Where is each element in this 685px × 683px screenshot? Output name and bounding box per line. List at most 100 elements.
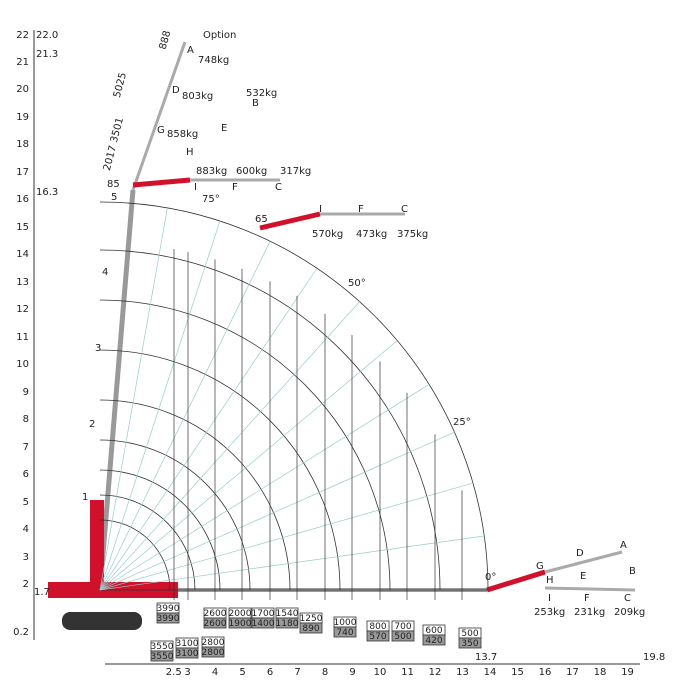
load-top: 2000 [229, 609, 252, 619]
load-box-bottom [251, 617, 275, 629]
diagram-label: 570kg [312, 229, 343, 240]
diagram-label: 803kg [182, 91, 213, 102]
y-label: 2 [23, 579, 29, 590]
load-bottom: 1180 [276, 619, 299, 629]
load-box-bottom [228, 617, 252, 629]
radial-line [99, 482, 474, 591]
diagram-label: B [629, 566, 636, 577]
diagram-label: D [172, 85, 180, 96]
diagram-label: 231kg [574, 607, 605, 618]
diagram-label: 888 [158, 29, 174, 50]
diagram-label: E [580, 571, 586, 582]
y-label: 21 [16, 57, 29, 68]
diagram-label: F [232, 182, 238, 193]
diagram-label: E [221, 123, 227, 134]
diagram-label: 0° [485, 572, 496, 583]
y-label: 18 [16, 139, 29, 150]
radial-line [99, 301, 360, 591]
load-top: 500 [461, 629, 478, 639]
x-label: 18 [594, 667, 607, 678]
range-arc [99, 439, 251, 591]
diagram-label: C [401, 204, 408, 215]
radial-line [99, 384, 430, 591]
y-label: 16 [16, 194, 29, 205]
x-label: 6 [267, 667, 273, 678]
y-label: 14 [16, 249, 29, 260]
x-label: 8 [322, 667, 328, 678]
load-box-bottom [275, 617, 299, 629]
y-label: 3 [23, 552, 29, 563]
y-label: 13 [16, 277, 29, 288]
load-top: 1250 [300, 614, 323, 624]
range-arc [99, 201, 489, 591]
diagram-label: 50° [348, 278, 366, 289]
y-label: 10 [16, 359, 29, 370]
load-top: 3990 [157, 604, 180, 614]
jib-65 [259, 211, 321, 231]
x-label: 11 [401, 667, 414, 678]
load-box-bottom [333, 626, 357, 638]
diagram-label: G [536, 561, 544, 572]
load-top: 2600 [204, 609, 227, 619]
diagram-label: A [187, 45, 194, 56]
diagram-label: A [620, 540, 627, 551]
working-range [99, 201, 489, 600]
load-bottom: 3100 [176, 649, 199, 659]
load-box-bottom [156, 612, 180, 624]
crane-mast [90, 500, 104, 585]
load-bottom: 570 [369, 632, 386, 642]
range-arc [99, 469, 221, 591]
diagram-label: 1 [82, 492, 88, 503]
height-label: 1.7 [34, 587, 50, 598]
x-label: 12 [429, 667, 442, 678]
y-label: 0.2 [13, 627, 29, 638]
x-label: 4 [212, 667, 218, 678]
load-box-bottom [175, 647, 199, 659]
x-label: 15 [511, 667, 524, 678]
diagram-label: 317kg [280, 166, 311, 177]
diagram-label: H [186, 147, 194, 158]
diagram-label: 3501 [109, 116, 126, 143]
diagram-label: D [576, 548, 584, 559]
diagram-label: C [275, 182, 282, 193]
y-label: 8 [23, 414, 29, 425]
load-box-bottom [422, 634, 446, 646]
diagram-label: 600kg [236, 166, 267, 177]
range-arc [99, 494, 196, 591]
diagram-label: F [584, 593, 590, 604]
load-bottom: 420 [425, 636, 442, 646]
x-label: 5 [239, 667, 245, 678]
diagram-label: 858kg [167, 129, 198, 140]
range-arc [99, 299, 391, 591]
diagram-label: H [546, 575, 554, 586]
load-bottom: 740 [336, 628, 353, 638]
diagram-label: 75° [202, 194, 220, 205]
height-label: 21.3 [36, 49, 58, 60]
diagram-label: 473kg [356, 229, 387, 240]
height-label: 16.3 [36, 187, 58, 198]
radial-line [99, 268, 318, 591]
diagram-label: 748kg [198, 55, 229, 66]
load-top: 3550 [151, 642, 174, 652]
load-bottom: 1900 [229, 619, 252, 629]
y-label: 9 [23, 387, 29, 398]
y-label: 22 [16, 30, 29, 41]
load-bottom: 2800 [202, 648, 225, 658]
jib-0 [486, 569, 546, 593]
diagram-label: I [319, 204, 322, 215]
jib [131, 41, 187, 191]
diagram-label: 253kg [534, 607, 565, 618]
y-label: 20 [16, 84, 29, 95]
y-label: 6 [23, 469, 29, 480]
jib-0-ext [544, 550, 623, 574]
y-label: 17 [16, 167, 29, 178]
load-bottom: 3550 [151, 652, 174, 662]
radial-line [99, 431, 455, 591]
diagram-label: 3 [95, 343, 101, 354]
height-label: 22.0 [36, 30, 58, 41]
load-bottom: 2600 [204, 619, 227, 629]
x-label: 17 [566, 667, 579, 678]
radial-line [99, 535, 485, 591]
load-box-bottom [203, 617, 227, 629]
